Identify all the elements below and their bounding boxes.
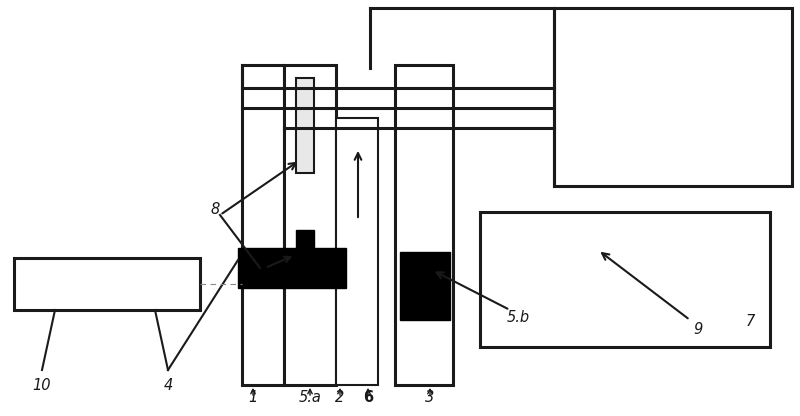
- Bar: [296, 78, 314, 173]
- Text: 10: 10: [33, 377, 51, 393]
- Text: 1: 1: [248, 391, 258, 406]
- Bar: [554, 8, 792, 186]
- Bar: [242, 65, 284, 385]
- Text: 2: 2: [335, 391, 345, 406]
- Bar: [395, 65, 453, 385]
- Bar: [14, 258, 200, 310]
- Bar: [336, 118, 378, 385]
- Text: 5.a: 5.a: [298, 391, 322, 406]
- Text: 3: 3: [426, 391, 434, 406]
- Text: 7: 7: [746, 314, 754, 329]
- Text: 5.b: 5.b: [506, 310, 530, 325]
- Bar: [480, 212, 770, 347]
- Bar: [284, 65, 336, 385]
- Bar: [296, 230, 314, 260]
- Text: 6: 6: [363, 391, 373, 406]
- Bar: [238, 248, 346, 288]
- Text: 9: 9: [694, 322, 702, 337]
- Text: 4: 4: [163, 377, 173, 393]
- Text: 8: 8: [210, 203, 220, 218]
- Bar: [400, 252, 450, 320]
